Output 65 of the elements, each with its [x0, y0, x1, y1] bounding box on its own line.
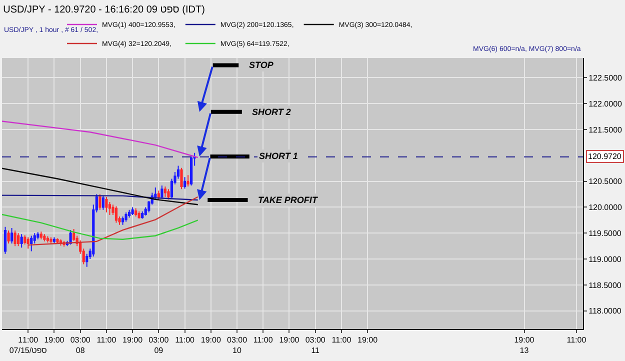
candlestick — [134, 208, 138, 218]
chart-title: USD/JPY - 120.9720 - 16:16:20 09 ספט (IDT) — [3, 4, 205, 16]
candlestick — [10, 227, 14, 244]
candlestick — [24, 234, 26, 246]
x-tick-label: 19:00 — [122, 336, 144, 345]
x-tick-label: 03:00 08 — [70, 336, 91, 355]
x-tick-label: 11:00 — [175, 336, 196, 345]
x-tick-label: 03:00 09 — [148, 336, 170, 355]
x-tick-label: 19:00 — [200, 336, 222, 345]
candlestick — [52, 236, 56, 244]
candlestick — [114, 206, 118, 224]
candlestick — [105, 196, 108, 213]
y-tick-label: 120.5000 — [588, 177, 623, 186]
y-tick-label: 122.0000 — [588, 99, 623, 108]
candlestick — [167, 188, 170, 200]
candlestick — [157, 190, 160, 200]
y-tick-label: 122.5000 — [588, 73, 623, 82]
candlestick — [164, 186, 166, 198]
candlestick — [124, 212, 128, 222]
candlestick — [183, 176, 186, 190]
candlestick — [102, 195, 104, 210]
candlestick — [98, 194, 102, 210]
x-tick-label: 03:00 10 — [226, 336, 248, 355]
series-label: TAKE PROFIT — [258, 195, 319, 205]
candlestick — [121, 216, 124, 226]
y-tick-label: 121.5000 — [588, 125, 623, 134]
x-tick-label: 19:00 13 — [514, 336, 535, 355]
y-tick-label: 120.0000 — [588, 203, 623, 212]
series-label: SHORT 1 — [259, 151, 298, 161]
candlestick — [160, 184, 164, 198]
candlestick — [180, 167, 183, 190]
x-tick-label: 11:00 — [96, 336, 117, 345]
candlestick — [30, 235, 33, 252]
y-tick-label: 119.5000 — [588, 228, 622, 238]
candlestick — [141, 210, 144, 220]
y-tick-label: 119.0000 — [588, 254, 622, 264]
candlestick — [186, 174, 190, 187]
candlestick — [56, 238, 59, 244]
candlestick — [14, 230, 16, 247]
candlestick — [20, 234, 23, 248]
x-tick-label: 11:00 — [253, 336, 274, 345]
x-tick-label: 03:00 11 — [305, 336, 326, 355]
candlestick — [50, 236, 52, 244]
series-label: STOP — [249, 60, 274, 70]
candlestick — [36, 232, 40, 240]
candlestick — [26, 236, 30, 250]
y-tick-label: 118.0000 — [588, 306, 622, 316]
x-tick-label: 11:00 — [566, 336, 587, 345]
candlestick — [17, 232, 20, 247]
ref-line-label: 120.9720 — [588, 152, 622, 161]
candlestick — [190, 156, 193, 186]
x-tick-label: 19:00 — [44, 336, 65, 345]
candlestick — [43, 234, 46, 242]
candlestick — [4, 226, 7, 254]
candlestick — [138, 210, 140, 220]
x-tick-label: 19:00 — [358, 336, 378, 345]
candlestick — [40, 231, 42, 240]
y-tick-label: 118.5000 — [588, 280, 622, 290]
candlestick — [128, 209, 131, 218]
candlestick — [46, 236, 49, 243]
x-tick-label: 19:00 — [279, 336, 300, 345]
x-tick-label: 11:00 — [332, 336, 352, 345]
candlestick — [7, 230, 10, 244]
candlestick — [131, 206, 134, 216]
series-label: SHORT 2 — [252, 107, 291, 117]
